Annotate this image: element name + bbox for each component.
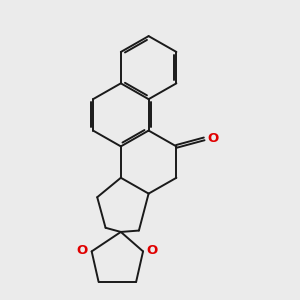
- Text: O: O: [208, 132, 219, 146]
- Text: O: O: [147, 244, 158, 256]
- Text: O: O: [77, 244, 88, 256]
